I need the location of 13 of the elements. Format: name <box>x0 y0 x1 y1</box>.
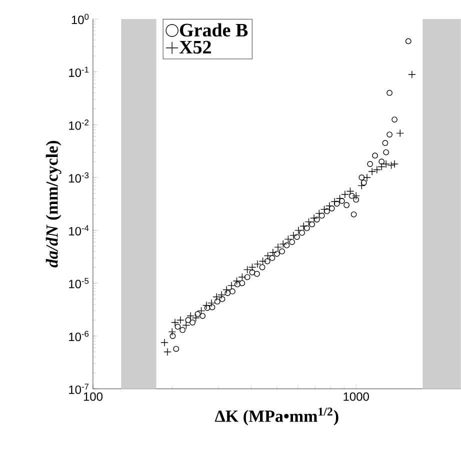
y-tick-label: 10$^{0}$ <box>72 14 89 24</box>
x-tick-label: 100 <box>84 392 102 401</box>
legend-label: X52 <box>179 40 211 54</box>
y-tick-label: 10$^{-3}$ <box>69 172 89 183</box>
x-tick-label: 1000 <box>344 392 369 401</box>
y-tick-label: 10$^{-2}$ <box>69 120 89 130</box>
x-axis-title: ΔK (MPa•mm$^{1/2}$) <box>214 408 338 426</box>
y-axis-title: da/dN (mm/cycle) <box>46 141 62 268</box>
y-tick-label: 10$^{-4}$ <box>69 225 89 236</box>
y-tick-label: 10$^{-5}$ <box>69 278 89 288</box>
y-tick-label: 10$^{-6}$ <box>69 330 89 342</box>
legend-label: Grade B <box>180 23 248 37</box>
y-tick-label: 10$^{-1}$ <box>69 66 89 78</box>
